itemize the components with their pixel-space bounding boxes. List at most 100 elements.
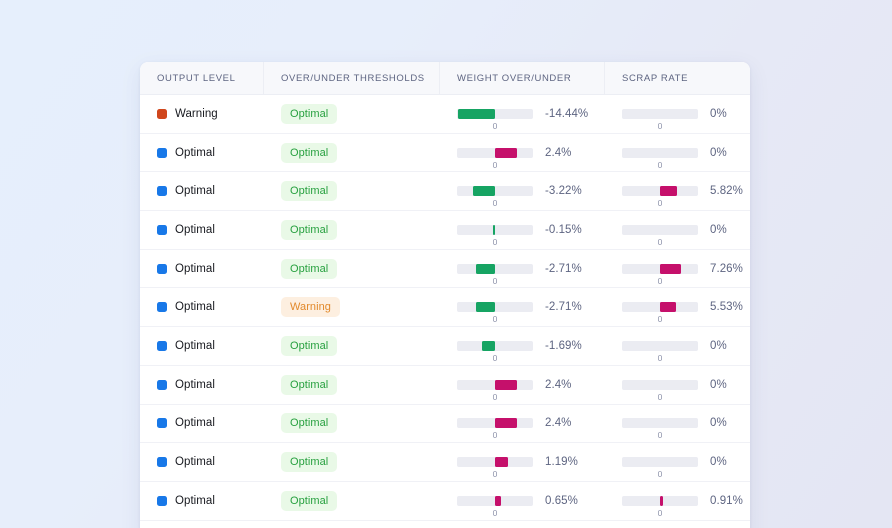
cell-scrap: 0 0% bbox=[605, 404, 750, 443]
threshold-status-badge[interactable]: Optimal bbox=[281, 219, 338, 240]
cell-output-level: Optimal bbox=[140, 404, 264, 443]
weight-value: -3.22% bbox=[545, 185, 582, 198]
status-dot-icon bbox=[157, 147, 167, 158]
status-dot-icon bbox=[157, 379, 167, 390]
output-level-label: Optimal bbox=[175, 146, 215, 159]
scrap-bar-track bbox=[622, 263, 698, 274]
output-level-label: Optimal bbox=[175, 494, 215, 507]
table-row[interactable]: Optimal Optimal 0 -2.71% 0 7.26% bbox=[140, 249, 750, 289]
cell-over-under-thresholds: Warning bbox=[264, 288, 440, 327]
column-header-weight-over-under[interactable]: WEIGHT OVER/UNDER bbox=[440, 62, 605, 95]
cell-over-under-thresholds: Optimal bbox=[264, 404, 440, 443]
scrap-bar-track bbox=[622, 108, 698, 119]
weight-bar-track bbox=[457, 108, 533, 119]
table-row[interactable]: Optimal Optimal 0 2.4% 0 0% bbox=[140, 404, 750, 444]
weight-value: 2.4% bbox=[545, 378, 572, 391]
weight-bar: 0 bbox=[457, 457, 533, 479]
threshold-status-badge[interactable]: Optimal bbox=[281, 374, 338, 395]
cell-scrap: 0 0% bbox=[605, 211, 750, 250]
weight-bar-zero-label: 0 bbox=[492, 314, 498, 325]
weight-bar-zero-label: 0 bbox=[492, 275, 498, 286]
weight-value: 0.65% bbox=[545, 494, 578, 507]
weight-bar-track bbox=[457, 147, 533, 158]
output-level-label: Optimal bbox=[175, 185, 215, 198]
scrap-bar: 0 bbox=[622, 379, 698, 402]
table-row[interactable]: Optimal Optimal 0 -3.22% 0 5.82% bbox=[140, 172, 750, 212]
table-row[interactable]: Optimal Optimal 0 2.4% 0 0% bbox=[140, 133, 750, 173]
threshold-status-badge[interactable]: Optimal bbox=[281, 181, 338, 202]
weight-bar-track bbox=[457, 263, 533, 274]
scrap-value: 0% bbox=[710, 378, 727, 391]
scrap-bar-fill bbox=[660, 302, 676, 313]
cell-weight: 0 2.4% bbox=[440, 365, 605, 404]
status-dot-icon bbox=[157, 263, 167, 274]
table-row[interactable]: Optimal Warning 0 -2.71% 0 5.53% bbox=[140, 288, 750, 328]
table-row[interactable]: Optimal Optimal 0 1.19% 0 0% bbox=[140, 443, 750, 482]
weight-value: 2.4% bbox=[545, 417, 572, 430]
weight-bar: 0 bbox=[457, 495, 533, 518]
scrap-bar: 0 bbox=[622, 108, 698, 131]
weight-bar-fill bbox=[476, 263, 495, 274]
scrap-value: 0% bbox=[710, 417, 727, 430]
weight-bar: 0 bbox=[457, 263, 533, 286]
weight-value: -0.15% bbox=[545, 223, 582, 236]
threshold-status-badge[interactable]: Optimal bbox=[281, 413, 338, 434]
table-row[interactable]: Warning Optimal 0 -14.44% 0 0% bbox=[140, 95, 750, 134]
cell-scrap: 0 0% bbox=[605, 365, 750, 404]
cell-scrap: 0 0% bbox=[605, 133, 750, 172]
status-dot-icon bbox=[157, 108, 167, 119]
weight-value: 1.19% bbox=[545, 456, 578, 469]
threshold-status-badge[interactable]: Optimal bbox=[281, 142, 338, 163]
cell-output-level: Optimal bbox=[140, 211, 264, 250]
weight-bar-zero-label: 0 bbox=[492, 120, 498, 131]
weight-bar-zero-label: 0 bbox=[492, 159, 498, 170]
cell-weight: 0 -2.71% bbox=[440, 288, 605, 327]
column-header-scrap-rate[interactable]: SCRAP RATE bbox=[622, 72, 689, 84]
cell-scrap: 0 0.91% bbox=[605, 481, 750, 520]
threshold-status-badge[interactable]: Optimal bbox=[281, 490, 338, 511]
weight-bar-track bbox=[457, 302, 533, 313]
threshold-status-badge[interactable]: Warning bbox=[281, 297, 340, 318]
scrap-bar-zero-label: 0 bbox=[657, 275, 663, 286]
table-row[interactable]: Optimal Optimal bbox=[140, 520, 750, 528]
column-header-output-level[interactable]: OUTPUT LEVEL bbox=[140, 62, 264, 95]
weight-bar-fill bbox=[458, 108, 495, 119]
scrap-value: 0.91% bbox=[710, 494, 743, 507]
metrics-table-card: OUTPUT LEVEL OVER/UNDER THRESHOLDS WEIGH… bbox=[140, 62, 750, 528]
table-row[interactable]: Optimal Optimal 0 0.65% 0 0.91% bbox=[140, 481, 750, 521]
cell-weight: 0 -3.22% bbox=[440, 172, 605, 211]
cell-over-under-thresholds: Optimal bbox=[264, 211, 440, 250]
status-dot-icon bbox=[157, 340, 167, 351]
table-row[interactable]: Optimal Optimal 0 2.4% 0 0% bbox=[140, 365, 750, 405]
cell-weight: 0 0.65% bbox=[440, 481, 605, 520]
status-dot-icon bbox=[157, 302, 167, 313]
weight-bar-fill bbox=[495, 379, 517, 390]
cell-output-level: Optimal bbox=[140, 443, 264, 482]
scrap-bar-fill bbox=[660, 495, 663, 506]
cell-output-level: Optimal bbox=[140, 327, 264, 366]
scrap-bar-zero-label: 0 bbox=[657, 159, 663, 170]
cell-output-level: Optimal bbox=[140, 520, 264, 528]
weight-bar: 0 bbox=[457, 302, 533, 324]
column-header-over-under-thresholds[interactable]: OVER/UNDER THRESHOLDS bbox=[264, 62, 440, 95]
scrap-bar-track bbox=[622, 457, 698, 468]
scrap-bar-zero-label: 0 bbox=[657, 507, 663, 518]
table-row[interactable]: Optimal Optimal 0 -0.15% 0 0% bbox=[140, 211, 750, 250]
output-level-label: Warning bbox=[175, 107, 218, 120]
cell-weight: 0 -2.71% bbox=[440, 249, 605, 288]
cell-scrap: 0 0% bbox=[605, 95, 750, 134]
scrap-value: 0% bbox=[710, 107, 727, 120]
table-row[interactable]: Optimal Optimal 0 -1.69% 0 0% bbox=[140, 327, 750, 366]
threshold-status-badge[interactable]: Optimal bbox=[281, 335, 338, 356]
threshold-status-badge[interactable]: Optimal bbox=[281, 258, 338, 279]
scrap-bar-zero-label: 0 bbox=[657, 391, 663, 402]
scrap-bar: 0 bbox=[622, 186, 698, 208]
threshold-status-badge[interactable]: Optimal bbox=[281, 103, 338, 124]
threshold-status-badge[interactable]: Optimal bbox=[281, 452, 338, 473]
weight-bar: 0 bbox=[457, 186, 533, 208]
cell-over-under-thresholds: Optimal bbox=[264, 327, 440, 366]
weight-bar-zero-label: 0 bbox=[492, 352, 498, 363]
weight-bar-track bbox=[457, 186, 533, 197]
scrap-bar-zero-label: 0 bbox=[657, 198, 663, 209]
scrap-value: 5.53% bbox=[710, 301, 743, 314]
